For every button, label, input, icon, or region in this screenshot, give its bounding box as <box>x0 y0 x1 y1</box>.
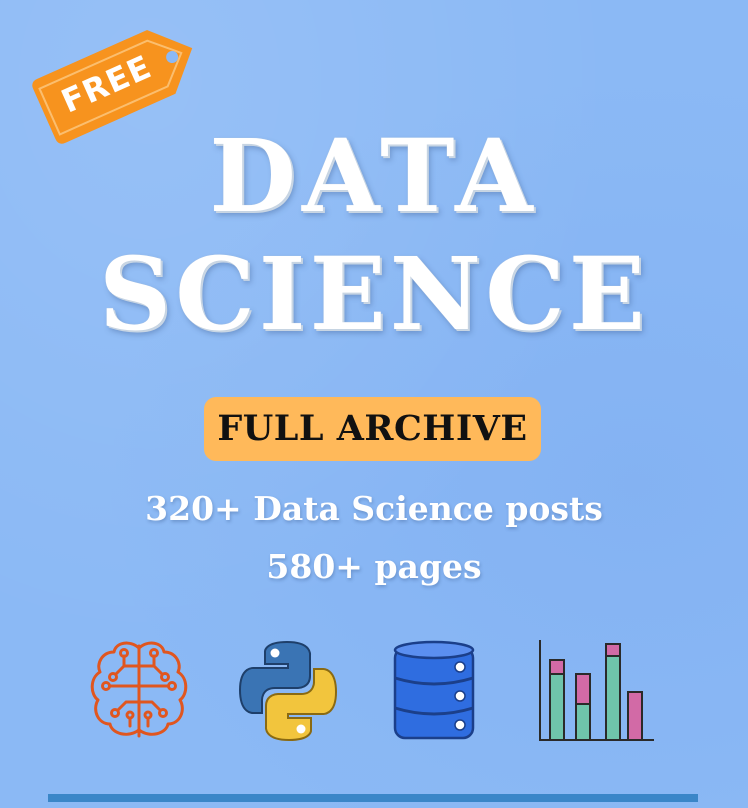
title-line-1: DATA <box>209 117 539 235</box>
title-line-2: SCIENCE <box>98 235 650 353</box>
posts-count-text: 320+ Data Science posts <box>145 489 603 528</box>
pages-count-text: 580+ pages <box>266 547 482 586</box>
python-logo-icon <box>238 638 338 744</box>
brain-circuit-icon <box>86 638 192 744</box>
free-tag: FREE <box>30 21 194 144</box>
full-archive-badge: FULL ARCHIVE <box>204 397 541 461</box>
bottom-bar <box>48 794 698 802</box>
bar-chart-icon <box>534 636 658 746</box>
database-icon <box>390 638 478 744</box>
